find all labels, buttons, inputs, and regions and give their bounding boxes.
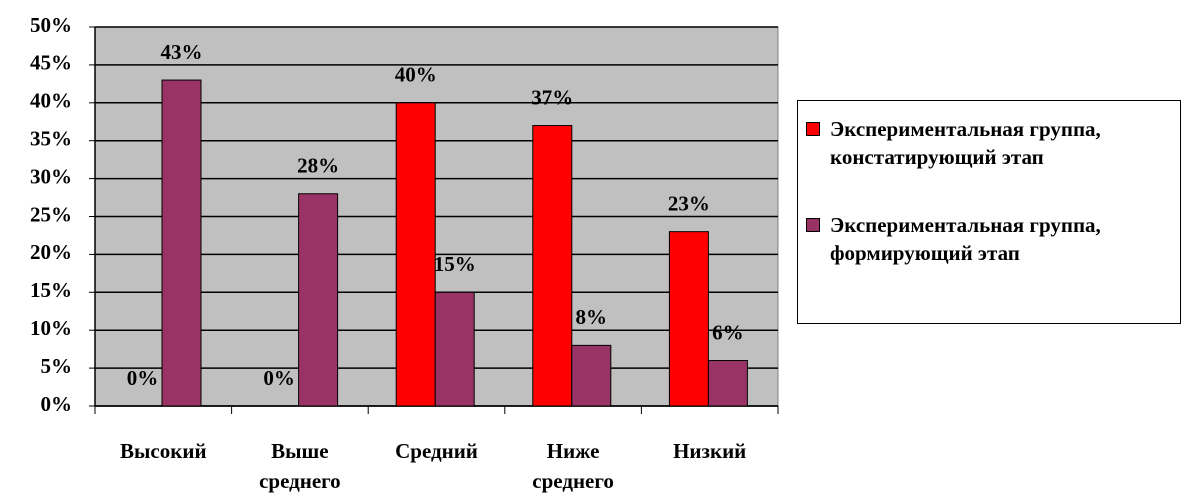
y-tick-label: 20% bbox=[30, 240, 72, 264]
y-tick-label: 35% bbox=[30, 127, 72, 151]
y-tick-label: 0% bbox=[41, 392, 73, 416]
x-tick-label: Средний bbox=[395, 439, 478, 463]
y-tick-label: 45% bbox=[30, 51, 72, 75]
data-label: 8% bbox=[576, 305, 608, 329]
legend-label: Экспериментальная группа, формирующий эт… bbox=[830, 213, 1101, 265]
legend-swatch bbox=[806, 122, 820, 136]
y-tick-label: 25% bbox=[30, 202, 72, 226]
x-tick-label: Низкий bbox=[673, 439, 747, 463]
data-label: 15% bbox=[434, 252, 476, 276]
bar bbox=[668, 231, 709, 407]
legend-item: Экспериментальная группа, формирующий эт… bbox=[806, 211, 1172, 267]
y-tick-label: 50% bbox=[30, 13, 72, 37]
legend-swatch bbox=[806, 218, 820, 232]
y-tick-label: 30% bbox=[30, 164, 72, 188]
bar bbox=[434, 291, 475, 407]
data-label: 0% bbox=[127, 366, 159, 390]
data-label: 37% bbox=[531, 85, 573, 109]
data-label: 28% bbox=[297, 154, 339, 178]
data-label: 23% bbox=[668, 191, 710, 215]
legend: Экспериментальная группа, констатирующий… bbox=[797, 100, 1181, 324]
x-tick-label: Высокий bbox=[120, 439, 207, 463]
x-tick-label: Ниже среднего bbox=[532, 439, 614, 493]
y-tick-label: 5% bbox=[41, 354, 73, 378]
bar bbox=[161, 79, 202, 407]
legend-item: Экспериментальная группа, констатирующий… bbox=[806, 115, 1172, 171]
legend-label: Экспериментальная группа, констатирующий… bbox=[830, 117, 1101, 169]
bar bbox=[707, 360, 748, 407]
data-label: 0% bbox=[263, 366, 295, 390]
bar bbox=[395, 102, 436, 407]
y-tick-label: 40% bbox=[30, 89, 72, 113]
bar bbox=[298, 193, 339, 407]
y-tick-label: 10% bbox=[30, 316, 72, 340]
x-tick-label: Выше среднего bbox=[259, 439, 341, 493]
bar bbox=[532, 125, 573, 407]
bar bbox=[571, 344, 612, 407]
data-label: 6% bbox=[712, 320, 744, 344]
y-tick-label: 15% bbox=[30, 278, 72, 302]
data-label: 43% bbox=[161, 40, 203, 64]
data-label: 40% bbox=[395, 63, 437, 87]
